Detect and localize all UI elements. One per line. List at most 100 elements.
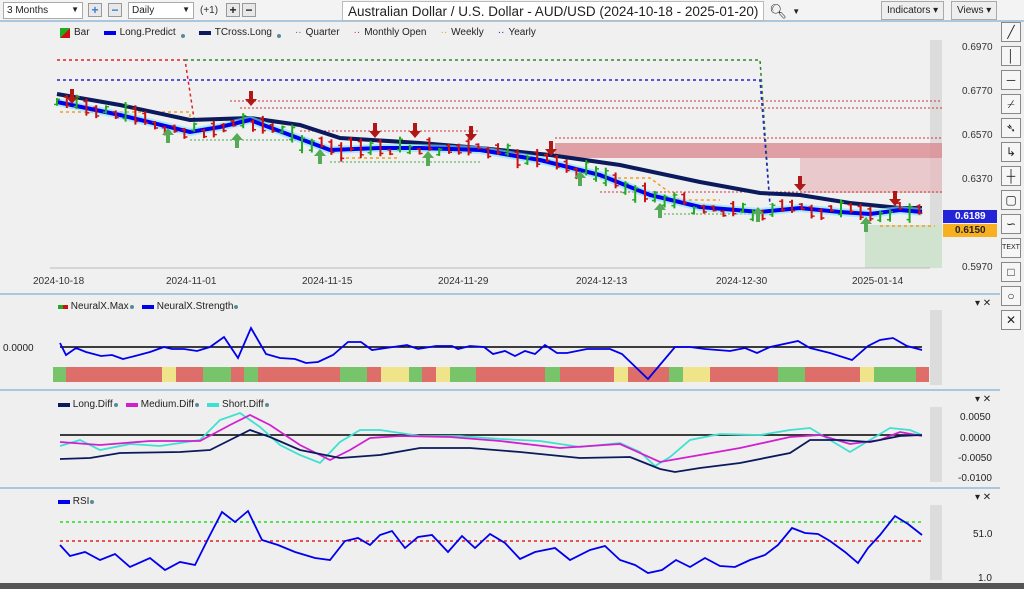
- price-bar: [485, 146, 492, 159]
- interval-select[interactable]: Daily ▼: [128, 2, 194, 19]
- buy-arrow-icon: [314, 149, 326, 164]
- sell-arrow-icon: [369, 123, 381, 138]
- interval-value: Daily: [132, 5, 155, 16]
- vertical-line-tool[interactable]: │: [1001, 46, 1021, 66]
- x-axis-label: 2024-12-30: [716, 276, 768, 287]
- panel-close-button[interactable]: ▾ ✕: [975, 298, 992, 309]
- price-bar: [838, 199, 844, 218]
- rsi-axis-label: 1.0: [978, 573, 992, 584]
- price-bar: [720, 210, 727, 217]
- price-bar: [171, 124, 178, 133]
- offset-minus-button[interactable]: −: [242, 3, 256, 17]
- zoom-in-button[interactable]: +: [88, 3, 102, 17]
- panel-close-button[interactable]: ▾ ✕: [975, 394, 992, 405]
- price-bar: [220, 123, 227, 133]
- step-tool[interactable]: ↳: [1001, 142, 1021, 162]
- price-bar: [191, 122, 198, 132]
- price-bar: [269, 123, 276, 133]
- price-bar: [916, 204, 923, 215]
- text-tool[interactable]: TEXT: [1001, 238, 1021, 258]
- diff-axis-label: 0.0050: [960, 412, 991, 423]
- level-lines: [57, 59, 942, 227]
- buy-arrow-icon: [231, 133, 243, 148]
- rsi-axis-label: 51.0: [973, 529, 993, 540]
- rectangle-tool[interactable]: □: [1001, 262, 1021, 282]
- horizontal-line-tool[interactable]: ─: [1001, 70, 1021, 90]
- zoom-out-button[interactable]: −: [108, 3, 122, 17]
- price-bar: [847, 203, 854, 213]
- price-bar: [397, 136, 403, 153]
- chevron-down-icon[interactable]: ▼: [792, 6, 801, 16]
- price-bar: [132, 105, 139, 125]
- x-axis-label: 2024-12-13: [576, 276, 628, 287]
- price-bar: [387, 148, 394, 156]
- price-bar: [475, 143, 482, 150]
- price-bar: [906, 203, 913, 223]
- trend-line-tool[interactable]: ╱: [1001, 22, 1021, 42]
- diff-legend: Long.Diff Medium.Diff Short.Diff: [58, 397, 269, 410]
- price-bar: [181, 127, 188, 139]
- price-bar: [877, 210, 884, 223]
- price-bar: [867, 206, 874, 222]
- symbol-title-input[interactable]: Australian Dollar / U.S. Dollar - AUD/US…: [342, 1, 765, 21]
- price-chart[interactable]: [0, 0, 1000, 292]
- price-bar: [710, 205, 717, 212]
- toolbar: 3 Months ▼ + − Daily ▼ (+1) + − Australian…: [0, 0, 1024, 22]
- sell-arrow-icon: [245, 91, 257, 106]
- price-bar: [593, 166, 599, 182]
- price-bar: [230, 120, 237, 127]
- price-bar: [299, 135, 305, 154]
- delete-tool[interactable]: ✕: [1001, 310, 1021, 330]
- x-axis-label: 2024-10-18: [33, 276, 85, 287]
- yearly-line: [57, 79, 771, 206]
- sell-arrow-icon: [794, 176, 806, 191]
- callout-tool[interactable]: ▢: [1001, 190, 1021, 210]
- ray-tool[interactable]: ⌿: [1001, 94, 1021, 114]
- price-bar: [622, 181, 629, 195]
- search-icon[interactable]: 🔍︎: [769, 2, 788, 19]
- buy-arrow-icon: [752, 207, 764, 222]
- price-bar: [671, 192, 678, 209]
- price-bar: [93, 105, 100, 119]
- views-label: Views: [957, 5, 984, 16]
- price-bar: [740, 202, 746, 214]
- price-bar: [818, 208, 825, 220]
- price-bar: [602, 167, 609, 187]
- price-bar: [661, 194, 668, 208]
- buy-arrow-icon: [654, 203, 666, 218]
- current-price-badge: 0.6189: [943, 210, 997, 223]
- legend-bar: Bar: [60, 27, 90, 38]
- price-axis-label: 0.6770: [962, 86, 993, 97]
- sell-arrow-icon: [465, 126, 477, 141]
- price-axis-label: 0.5970: [962, 262, 993, 273]
- ellipse-tool[interactable]: ○: [1001, 286, 1021, 306]
- offset-plus-button[interactable]: +: [226, 3, 240, 17]
- price-bar: [54, 98, 60, 106]
- price-bar: [828, 205, 835, 212]
- price-bar: [338, 142, 345, 162]
- price-bar: [416, 148, 423, 155]
- supply-zone: [555, 143, 942, 158]
- buy-arrow-icon: [162, 128, 174, 143]
- price-bar: [583, 160, 590, 176]
- price-bar: [426, 137, 433, 151]
- diff-axis-label: 0.0000: [960, 433, 991, 444]
- price-bar: [328, 139, 335, 155]
- price-bar: [112, 110, 119, 119]
- crosshair-tool[interactable]: ┼: [1001, 166, 1021, 186]
- price-bar: [642, 182, 648, 203]
- range-select[interactable]: 3 Months ▼: [3, 2, 83, 19]
- fibonacci-tool[interactable]: ➴: [1001, 118, 1021, 138]
- indicators-button[interactable]: Indicators ▾: [881, 1, 945, 20]
- legend-yearly: ·· Yearly: [497, 27, 536, 38]
- price-bar: [103, 105, 109, 114]
- tcross-long-line: [56, 92, 922, 210]
- diff-axis-label: -0.0050: [958, 453, 992, 464]
- views-button[interactable]: Views ▾: [951, 1, 998, 20]
- wave-tool[interactable]: ∽: [1001, 214, 1021, 234]
- price-bar: [730, 201, 737, 217]
- price-bar: [612, 172, 619, 189]
- panel-close-button[interactable]: ▾ ✕: [975, 492, 992, 503]
- price-bar: [201, 128, 207, 139]
- price-axis-label: 0.6370: [962, 174, 993, 185]
